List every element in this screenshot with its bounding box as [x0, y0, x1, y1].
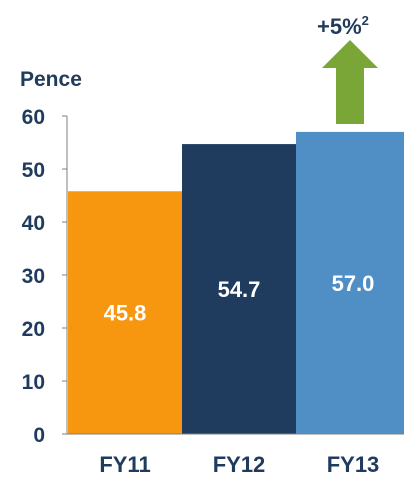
y-axis-label: Pence: [20, 68, 82, 91]
y-tick-label: 10: [22, 371, 45, 394]
bar-fy11: [68, 191, 182, 434]
value-label-fy13: 57.0: [332, 271, 375, 296]
bar-fy13: [296, 131, 404, 434]
y-tick-label: 30: [22, 265, 45, 288]
category-label-fy11: FY11: [99, 452, 150, 477]
value-label-fy11: 45.8: [104, 301, 147, 326]
y-tick-label: 40: [22, 212, 45, 235]
y-tick-label: 50: [22, 159, 45, 182]
value-labels: 45.8 54.7 57.0: [104, 271, 375, 326]
growth-annotation: +5%2: [317, 13, 378, 124]
y-tick-label: 20: [22, 318, 45, 341]
bars: [68, 131, 404, 434]
y-tick-label: 60: [22, 106, 45, 129]
growth-superscript: 2: [362, 13, 369, 28]
y-tick-label: 0: [33, 424, 45, 447]
y-axis-ticks: 0 10 20 30 40 50 60: [22, 106, 67, 447]
growth-label: +5%2: [317, 13, 369, 39]
category-label-fy12: FY12: [213, 452, 266, 477]
growth-arrow-icon: [322, 40, 378, 124]
x-axis-categories: FY11 FY12 FY13: [99, 452, 379, 477]
bar-fy12: [182, 144, 296, 434]
value-label-fy12: 54.7: [218, 277, 261, 302]
growth-text: +5%: [317, 14, 362, 39]
category-label-fy13: FY13: [327, 452, 380, 477]
